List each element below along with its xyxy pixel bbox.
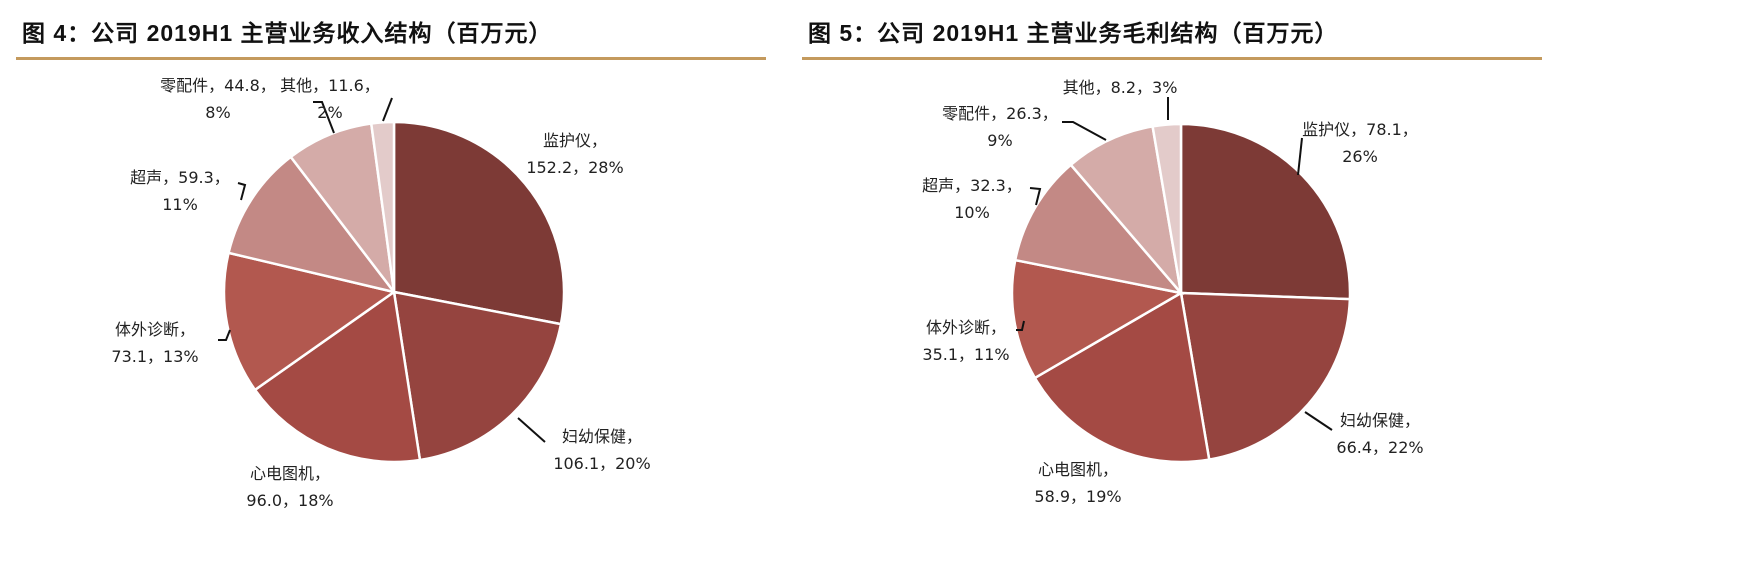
title-rule-2 xyxy=(802,57,1542,60)
pie-slice-零配件 xyxy=(1069,124,1183,298)
pie-slice-心电图机 xyxy=(253,289,422,464)
data-label: 体外诊断， 35.1，11% xyxy=(922,318,1010,364)
data-label: 妇幼保健， 106.1，20% xyxy=(553,427,651,473)
pie-slice-其他 xyxy=(1151,122,1183,294)
pie-revenue xyxy=(222,120,566,464)
pie-slice-体外诊断 xyxy=(1010,258,1185,380)
pie-slice-超声 xyxy=(1013,163,1185,295)
leader-line xyxy=(313,101,335,134)
data-label: 超声，32.3， 10% xyxy=(922,176,1022,222)
leader-line xyxy=(1062,121,1107,141)
pie-slice-其他 xyxy=(369,120,396,293)
data-label: 心电图机， 96.0，18% xyxy=(246,464,334,510)
leader-line xyxy=(1016,320,1025,331)
data-label: 心电图机， 58.9，19% xyxy=(1034,460,1122,506)
chart-2-title: 图 5：公司 2019H1 主营业务毛利结构（百万元） xyxy=(808,20,1339,46)
data-label: 其他，8.2，3% xyxy=(1062,78,1178,97)
pie-slice-妇幼保健 xyxy=(1179,291,1352,462)
data-label: 妇幼保健， 66.4，22% xyxy=(1336,411,1424,457)
leader-line xyxy=(1304,411,1333,431)
leader-line xyxy=(237,182,247,201)
pie-slice-心电图机 xyxy=(1033,291,1211,464)
data-label: 监护仪， 152.2，28% xyxy=(526,131,624,177)
leader-line xyxy=(517,417,546,443)
leader-line xyxy=(382,97,393,122)
pie-slice-体外诊断 xyxy=(222,251,397,392)
chart-1-title: 图 4：公司 2019H1 主营业务收入结构（百万元） xyxy=(22,20,553,46)
data-label: 体外诊断， 73.1，13% xyxy=(111,320,199,366)
pie-slice-妇幼保健 xyxy=(392,290,563,462)
pie-slice-监护仪 xyxy=(392,120,566,326)
leader-line xyxy=(218,329,231,341)
pie-slice-监护仪 xyxy=(1179,122,1352,301)
title-rule-1 xyxy=(16,57,766,60)
leader-line xyxy=(1297,137,1303,176)
data-label: 监护仪，78.1， 26% xyxy=(1302,120,1418,166)
leader-line xyxy=(1029,187,1042,206)
data-label: 零配件，26.3， 9% xyxy=(942,104,1058,150)
pie-slice-超声 xyxy=(227,155,398,295)
data-label: 其他，11.6， 2% xyxy=(280,76,380,122)
leader-lines xyxy=(218,97,1333,443)
pie-gross-profit xyxy=(1010,122,1352,464)
data-label: 零配件，44.8， 8% xyxy=(160,76,276,122)
pie-slice-零配件 xyxy=(289,122,396,297)
data-label: 超声，59.3， 11% xyxy=(130,168,230,214)
